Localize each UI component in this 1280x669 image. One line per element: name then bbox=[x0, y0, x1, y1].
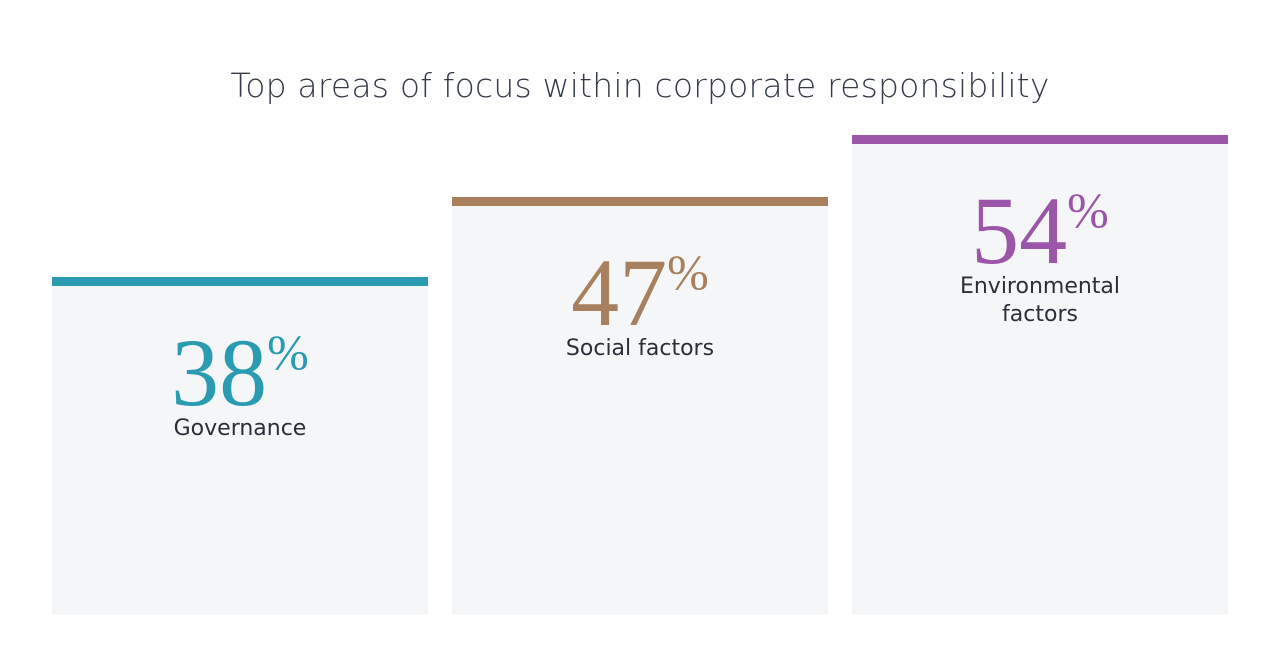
category-label: Social factors bbox=[565, 336, 715, 362]
bar: 38% Governance bbox=[52, 277, 428, 615]
value-label: 38% bbox=[171, 319, 309, 427]
value-label: 47% bbox=[571, 239, 709, 347]
bar: 47% Social factors bbox=[452, 197, 828, 615]
chart-title: Top areas of focus within corporate resp… bbox=[230, 66, 1050, 105]
bar-accent bbox=[852, 135, 1228, 144]
category-label: Governance bbox=[173, 416, 307, 442]
bar: 54% Environmental factors bbox=[852, 135, 1228, 615]
category-label: Environmental factors bbox=[959, 274, 1121, 327]
bar-accent bbox=[452, 197, 828, 207]
value-label: 54% bbox=[971, 177, 1109, 284]
bar-accent bbox=[52, 277, 428, 287]
